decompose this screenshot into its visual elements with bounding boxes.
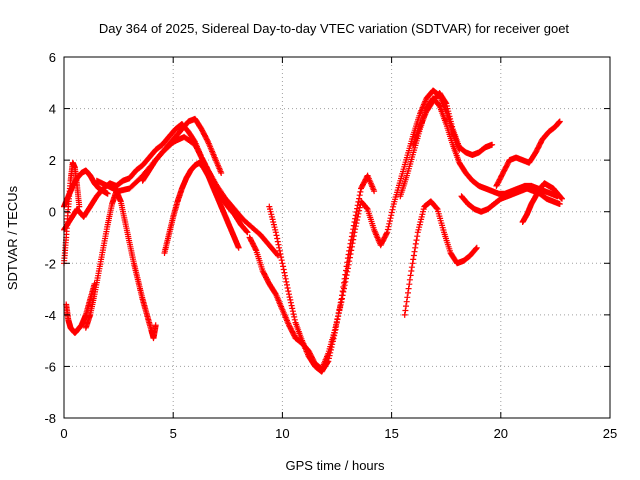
y-tick-label: -8 (44, 411, 56, 426)
series-track-7 (161, 159, 242, 256)
y-axis-label: SDTVAR / TECUs (5, 185, 20, 290)
y-tick-label: 4 (49, 102, 56, 117)
x-tick-label: 10 (275, 426, 289, 441)
chart-title: Day 364 of 2025, Sidereal Day-to-day VTE… (99, 21, 570, 36)
series-track-8 (139, 115, 225, 184)
y-tick-label: -4 (44, 308, 56, 323)
y-tick-label: -2 (44, 256, 56, 271)
series-markers (519, 180, 565, 225)
x-tick-label: 5 (170, 426, 177, 441)
series-track-4 (82, 188, 159, 342)
y-tick-label: 0 (49, 205, 56, 220)
series-track-10 (266, 172, 378, 375)
plot-frame (63, 56, 611, 419)
series-track-3 (63, 280, 98, 336)
y-tick-label: 6 (49, 50, 56, 65)
series-track-16 (519, 180, 565, 225)
series-track-15 (493, 118, 563, 189)
axis-ticks: 0 5 10 15 20 25 -8 -6 -4 -2 0 2 4 6 (44, 50, 617, 441)
data-series (61, 87, 565, 375)
grid-lines (64, 57, 610, 418)
series-track-12 (410, 90, 496, 158)
x-tick-label: 20 (494, 426, 508, 441)
series-track-13 (401, 198, 480, 318)
series-markers (401, 198, 480, 318)
x-tick-label: 0 (60, 426, 67, 441)
series-markers (63, 280, 98, 336)
series-markers (410, 90, 496, 158)
series-markers (266, 172, 378, 375)
series-markers (139, 115, 225, 184)
x-tick-label: 15 (384, 426, 398, 441)
x-tick-label: 25 (603, 426, 617, 441)
y-tick-label: 2 (49, 153, 56, 168)
series-markers (493, 118, 563, 189)
series-markers (82, 188, 159, 342)
series-markers (161, 159, 242, 256)
y-tick-label: -6 (44, 359, 56, 374)
x-axis-label: GPS time / hours (286, 458, 385, 473)
